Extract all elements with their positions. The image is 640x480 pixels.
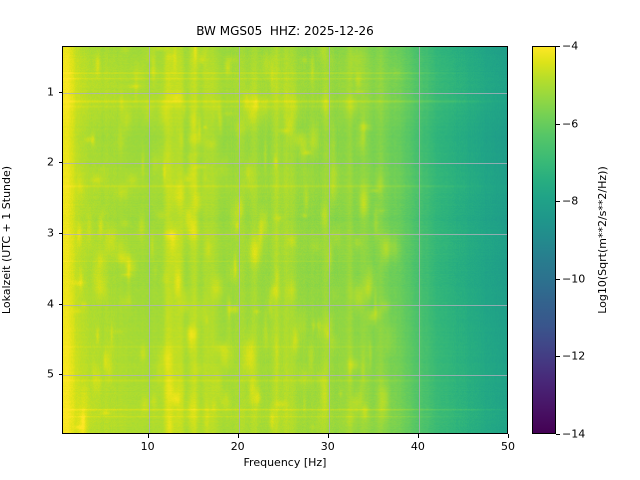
colorbar-tick <box>556 278 560 280</box>
spectrogram-image <box>63 47 507 433</box>
x-axis-tick <box>147 434 149 438</box>
colorbar-tick-label: −6 <box>562 117 579 131</box>
page-title: BW MGS05 HHZ: 2025-12-26 <box>196 24 374 38</box>
x-axis-tick <box>237 434 239 438</box>
y-axis-tick <box>58 374 62 375</box>
colorbar-tick <box>556 123 560 125</box>
y-axis-tick <box>58 162 62 164</box>
x-axis-tick <box>508 434 509 438</box>
spectrogram-plot-area[interactable] <box>62 46 508 434</box>
x-axis-label: Frequency [Hz] <box>243 456 327 469</box>
colorbar-tick <box>556 434 560 435</box>
x-axis-tick-label: 40 <box>410 440 425 453</box>
y-axis-tick-label: 4 <box>47 297 54 310</box>
y-axis-tick-label: 2 <box>47 155 54 169</box>
x-axis-tick <box>417 434 419 438</box>
colorbar-tick <box>556 46 560 47</box>
colorbar-label: Log10(Sqrt(m**2/s**2/Hz)) <box>596 166 609 314</box>
x-axis-tick-label: 20 <box>230 440 245 453</box>
y-axis-tick <box>58 232 62 234</box>
colorbar-tick-label: −8 <box>562 194 579 208</box>
colorbar-tick-label: −10 <box>562 272 586 286</box>
y-axis-tick-label: 1 <box>47 85 54 99</box>
colorbar-tick <box>556 356 560 358</box>
y-axis-tick-label: 3 <box>47 226 54 240</box>
colorbar-tick-label: −4 <box>562 39 579 53</box>
colorbar <box>532 46 556 434</box>
x-axis-tick-label: 10 <box>140 440 155 453</box>
x-axis-tick-label: 50 <box>501 440 515 453</box>
y-axis-tick <box>58 91 62 93</box>
colorbar-tick <box>556 201 560 203</box>
y-axis-label: Lokalzeit (UTC + 1 Stunde) <box>0 165 13 315</box>
x-axis-tick <box>327 434 329 438</box>
colorbar-tick-label: −14 <box>562 427 586 441</box>
colorbar-tick-label: −12 <box>562 349 586 363</box>
x-axis-tick-label: 30 <box>320 440 335 453</box>
y-axis-tick-label: 5 <box>47 367 54 381</box>
y-axis-tick <box>58 303 62 305</box>
